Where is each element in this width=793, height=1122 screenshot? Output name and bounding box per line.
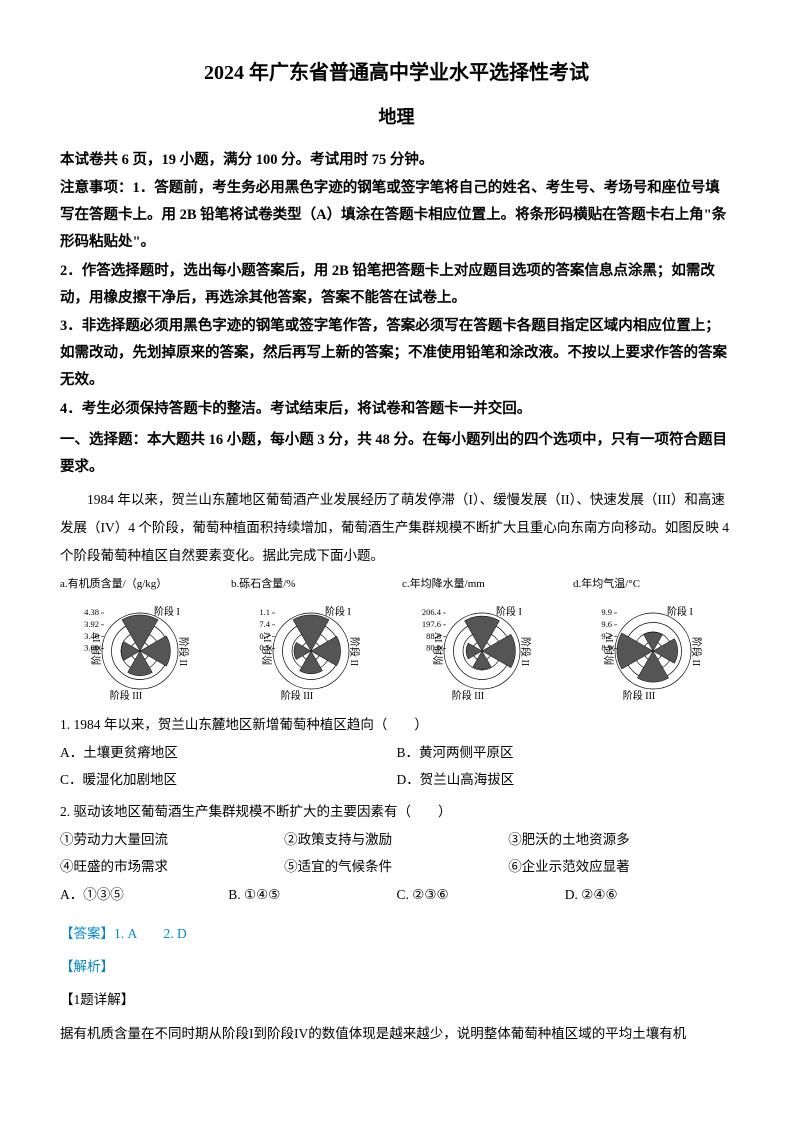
detail-body: 据有机质含量在不同时期从阶段I到阶段IV的数值体现是越来越少，说明整体葡萄种植区… bbox=[60, 1020, 733, 1047]
radar-chart-c: 206.4197.688.880.0阶段 I阶段 II阶段 III阶段 IV bbox=[402, 596, 562, 701]
svg-text:阶段 II: 阶段 II bbox=[519, 637, 532, 666]
answer-text: 【答案】1. A 2. D bbox=[60, 923, 733, 946]
item-1: ①劳动力大量回流 bbox=[60, 826, 284, 854]
svg-text:阶段 III: 阶段 III bbox=[452, 689, 485, 701]
question-2-stem: 2. 驱动该地区葡萄酒生产集群规模不断扩大的主要因素有（ ） bbox=[60, 798, 733, 826]
page-title-sub: 地理 bbox=[60, 102, 733, 133]
svg-text:阶段 I: 阶段 I bbox=[667, 605, 693, 618]
svg-text:阶段 III: 阶段 III bbox=[110, 689, 143, 701]
radar-chart-b: 1.17.40.70.5阶段 I阶段 II阶段 III阶段 IV bbox=[231, 596, 391, 701]
svg-text:3.92: 3.92 bbox=[84, 619, 99, 629]
item-5: ⑤适宜的气候条件 bbox=[284, 853, 508, 881]
option-a: A．①③⑤ bbox=[60, 881, 228, 909]
chart-caption: a.有机质含量/（g/kg） bbox=[60, 575, 220, 594]
chart-a: a.有机质含量/（g/kg） 4.383.923.463.00阶段 I阶段 II… bbox=[60, 575, 220, 701]
svg-text:阶段 IV: 阶段 IV bbox=[90, 631, 103, 665]
radar-chart-d: 9.99.69.28.9阶段 I阶段 II阶段 III阶段 IV bbox=[573, 596, 733, 701]
instruction-line: 2．作答选择题时，选出每小题答案后，用 2B 铅笔把答题卡上对应题目选项的答案信… bbox=[60, 258, 733, 312]
svg-text:4.38: 4.38 bbox=[84, 607, 99, 617]
passage-text: 1984 年以来，贺兰山东麓地区葡萄酒产业发展经历了萌发停滞（I）、缓慢发展（I… bbox=[60, 486, 733, 569]
svg-text:阶段 II: 阶段 II bbox=[690, 637, 703, 666]
chart-caption: c.年均降水量/mm bbox=[402, 575, 562, 594]
instruction-line: 4．考生必须保持答题卡的整洁。考试结束后，将试卷和答题卡一并交回。 bbox=[60, 396, 733, 423]
question-2-items: ①劳动力大量回流 ②政策支持与激励 ③肥沃的土地资源多 ④旺盛的市场需求 ⑤适宜… bbox=[60, 826, 733, 881]
svg-text:阶段 II: 阶段 II bbox=[348, 637, 361, 666]
chart-caption: d.年均气温/°C bbox=[573, 575, 733, 594]
analysis-label: 【解析】 bbox=[60, 956, 733, 979]
svg-text:206.4: 206.4 bbox=[422, 607, 442, 617]
svg-text:阶段 IV: 阶段 IV bbox=[432, 631, 445, 665]
chart-caption: b.砾石含量/% bbox=[231, 575, 391, 594]
charts-row: a.有机质含量/（g/kg） 4.383.923.463.00阶段 I阶段 II… bbox=[60, 575, 733, 701]
option-d: D．贺兰山高海拔区 bbox=[397, 766, 734, 794]
svg-text:阶段 III: 阶段 III bbox=[281, 689, 314, 701]
option-b: B．黄河两侧平原区 bbox=[397, 739, 734, 767]
question-1-stem: 1. 1984 年以来，贺兰山东麓地区新增葡萄种植区趋向（ ） bbox=[60, 711, 733, 739]
item-3: ③肥沃的土地资源多 bbox=[508, 826, 732, 854]
item-2: ②政策支持与激励 bbox=[284, 826, 508, 854]
svg-text:阶段 IV: 阶段 IV bbox=[603, 631, 616, 665]
detail-header: 【1题详解】 bbox=[60, 989, 733, 1012]
chart-c: c.年均降水量/mm 206.4197.688.880.0阶段 I阶段 II阶段… bbox=[402, 575, 562, 701]
svg-text:1.1: 1.1 bbox=[259, 607, 270, 617]
question-1-options: A．土壤更贫瘠地区 B．黄河两侧平原区 C．暖湿化加剧地区 D．贺兰山高海拔区 bbox=[60, 739, 733, 794]
option-a: A．土壤更贫瘠地区 bbox=[60, 739, 397, 767]
svg-text:9.9: 9.9 bbox=[601, 607, 612, 617]
svg-text:9.6: 9.6 bbox=[601, 619, 612, 629]
option-c: C．暖湿化加剧地区 bbox=[60, 766, 397, 794]
page-title-main: 2024 年广东省普通高中学业水平选择性考试 bbox=[60, 56, 733, 90]
svg-text:阶段 I: 阶段 I bbox=[154, 605, 180, 618]
option-c: C. ②③⑥ bbox=[397, 881, 565, 909]
instruction-line: 本试卷共 6 页，19 小题，满分 100 分。考试用时 75 分钟。 bbox=[60, 147, 733, 174]
question-2-options: A．①③⑤ B. ①④⑤ C. ②③⑥ D. ②④⑥ bbox=[60, 881, 733, 909]
option-b: B. ①④⑤ bbox=[228, 881, 396, 909]
svg-text:阶段 IV: 阶段 IV bbox=[261, 631, 274, 665]
svg-text:阶段 I: 阶段 I bbox=[325, 605, 351, 618]
svg-text:阶段 III: 阶段 III bbox=[623, 689, 656, 701]
instruction-line: 注意事项：1．答题前，考生务必用黑色字迹的钢笔或签字笔将自己的姓名、考生号、考场… bbox=[60, 175, 733, 255]
chart-b: b.砾石含量/% 1.17.40.70.5阶段 I阶段 II阶段 III阶段 I… bbox=[231, 575, 391, 701]
svg-text:7.4: 7.4 bbox=[259, 619, 270, 629]
svg-text:197.6: 197.6 bbox=[422, 619, 441, 629]
chart-d: d.年均气温/°C 9.99.69.28.9阶段 I阶段 II阶段 III阶段 … bbox=[573, 575, 733, 701]
section-header: 一、选择题：本大题共 16 小题，每小题 3 分，共 48 分。在每小题列出的四… bbox=[60, 427, 733, 481]
item-4: ④旺盛的市场需求 bbox=[60, 853, 284, 881]
item-6: ⑥企业示范效应显著 bbox=[508, 853, 732, 881]
option-d: D. ②④⑥ bbox=[565, 881, 733, 909]
svg-text:阶段 I: 阶段 I bbox=[496, 605, 522, 618]
svg-text:阶段 II: 阶段 II bbox=[177, 637, 190, 666]
radar-chart-a: 4.383.923.463.00阶段 I阶段 II阶段 III阶段 IV bbox=[60, 596, 220, 701]
instruction-line: 3．非选择题必须用黑色字迹的钢笔或签字笔作答，答案必须写在答题卡各题目指定区域内… bbox=[60, 313, 733, 393]
